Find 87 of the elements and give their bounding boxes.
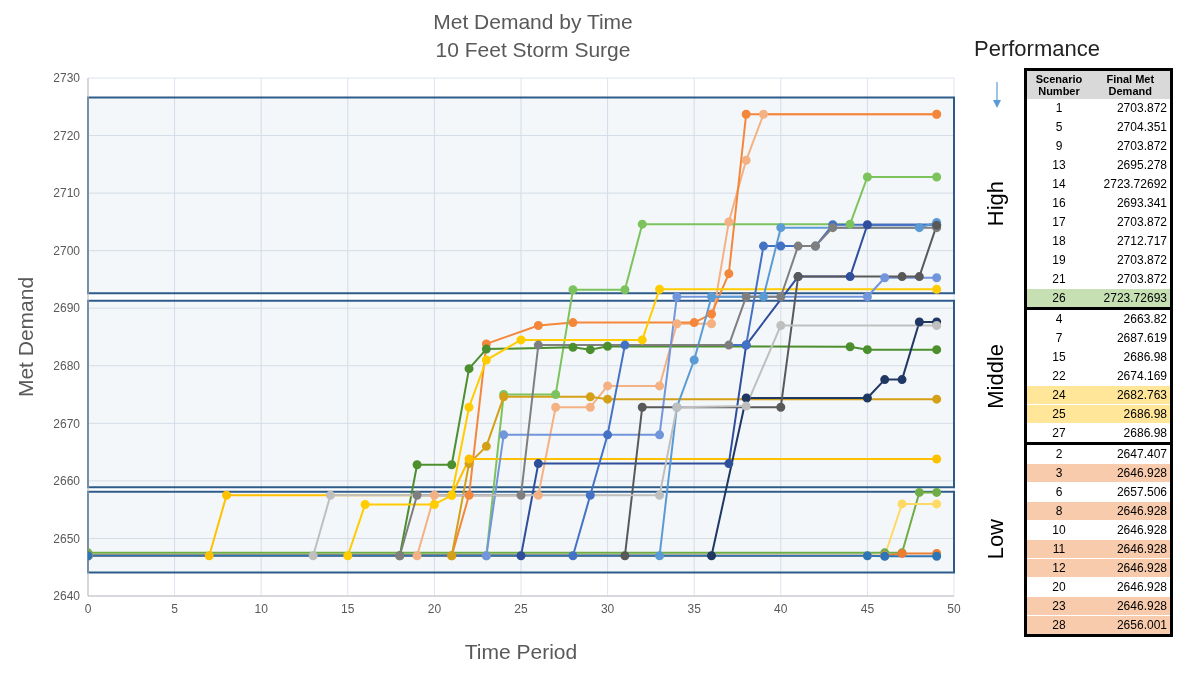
category-label: 27 [1025,423,1091,444]
y-tick-label: 2690 [53,301,81,316]
category-label: 6 [1025,482,1091,502]
category-label: 24 [1025,385,1091,405]
x-tick-label: 45 [860,601,875,616]
data-label: 2646.928 [1090,501,1172,521]
data-label: 2695.278 [1090,155,1172,175]
data-label: 2674.169 [1090,366,1172,386]
x-tick-label: 0 [84,601,92,616]
category-label: 26 [1025,288,1091,309]
data-label: 2703.872 [1090,250,1172,270]
category-label: 10 [1025,520,1091,540]
data-label: 2686.98 [1090,404,1172,424]
data-label: 2723.72692 [1090,174,1172,194]
data-label: 2663.82 [1090,308,1172,329]
data-label: 2646.928 [1090,596,1172,616]
category-label: 4 [1025,308,1091,329]
y-tick-label: 2650 [53,531,81,546]
x-tick-label: 30 [600,601,615,616]
category-label: 8 [1025,501,1091,521]
data-label: 2646.928 [1090,577,1172,597]
category-label: 17 [1025,212,1091,232]
y-tick-label: 2660 [53,474,81,489]
y-tick-label: 2710 [53,186,81,201]
data-label: 2703.872 [1090,136,1172,156]
y-axis-title: Met Demand [14,276,38,398]
category-label: 20 [1025,577,1091,597]
text: Scenario Number [1025,69,1091,99]
category-label: 5 [1025,117,1091,137]
chart-subtitle: 10 Feet Storm Surge [434,37,632,63]
category-label: 16 [1025,193,1091,213]
category-label: 7 [1025,328,1091,348]
category-label: 11 [1025,539,1091,559]
y-tick-label: 2720 [53,128,81,143]
category-label: 9 [1025,136,1091,156]
category-label: 18 [1025,231,1091,251]
x-tick-label: 35 [687,601,702,616]
y-tick-label: 2700 [53,243,81,258]
data-label: 2656.001 [1090,615,1172,636]
y-tick-label: 2670 [53,416,81,431]
y-tick-label: 2680 [53,359,81,374]
category-label: 15 [1025,347,1091,367]
data-label: 2693.341 [1090,193,1172,213]
category-label: 13 [1025,155,1091,175]
x-tick-label: 20 [427,601,442,616]
data-label: 2686.98 [1090,423,1172,444]
data-label: 2704.351 [1090,117,1172,137]
text: High [983,181,1010,227]
x-axis-title: Time Period [464,639,578,663]
x-tick-label: 40 [774,601,788,616]
category-label: 21 [1025,269,1091,289]
chart-title: Met Demand by Time [432,9,634,35]
category-label: 28 [1025,615,1091,636]
category-label: 3 [1025,463,1091,483]
y-tick-label: 2730 [53,71,81,86]
data-label: 2646.928 [1090,463,1172,483]
category-label: 23 [1025,596,1091,616]
category-label: 2 [1025,443,1091,464]
data-label: 2687.619 [1090,328,1172,348]
x-tick-label: 25 [514,601,528,616]
category-label: 22 [1025,366,1091,386]
category-label: 12 [1025,558,1091,578]
data-label: 2703.872 [1090,99,1172,118]
data-label: 2703.872 [1090,212,1172,232]
data-label: 2646.928 [1090,539,1172,559]
x-tick-label: 15 [341,601,355,616]
data-label: 2682.763 [1090,385,1172,405]
category-label: 1 [1025,99,1091,118]
text: Middle [983,343,1010,409]
text: Final Met Demand [1090,69,1172,99]
x-tick-label: 50 [947,601,961,616]
data-label: 2712.717 [1090,231,1172,251]
x-tick-label: 5 [171,601,179,616]
data-label: 2646.928 [1090,558,1172,578]
category-label: 25 [1025,404,1091,424]
y-tick-label: 2640 [53,589,81,604]
data-label: 2647.407 [1090,443,1172,464]
data-label: 2646.928 [1090,520,1172,540]
text: Low [983,519,1010,560]
text: Performance [974,36,1101,62]
data-label: 2686.98 [1090,347,1172,367]
data-label: 2723.72693 [1090,288,1172,309]
data-label: 2703.872 [1090,269,1172,289]
x-tick-label: 10 [254,601,269,616]
category-label: 14 [1025,174,1091,194]
category-label: 19 [1025,250,1091,270]
data-label: 2657.506 [1090,482,1172,502]
